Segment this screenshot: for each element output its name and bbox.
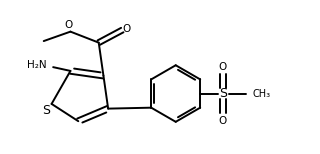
Text: methyl: methyl xyxy=(41,38,46,39)
Text: O: O xyxy=(219,61,227,71)
Text: methyl: methyl xyxy=(38,38,43,39)
Text: O: O xyxy=(122,24,130,34)
Text: O: O xyxy=(219,116,227,126)
Text: O: O xyxy=(65,20,73,30)
Text: S: S xyxy=(42,104,50,117)
Text: H₂N: H₂N xyxy=(27,60,47,70)
Text: S: S xyxy=(219,87,227,100)
Text: CH₃: CH₃ xyxy=(253,89,271,99)
